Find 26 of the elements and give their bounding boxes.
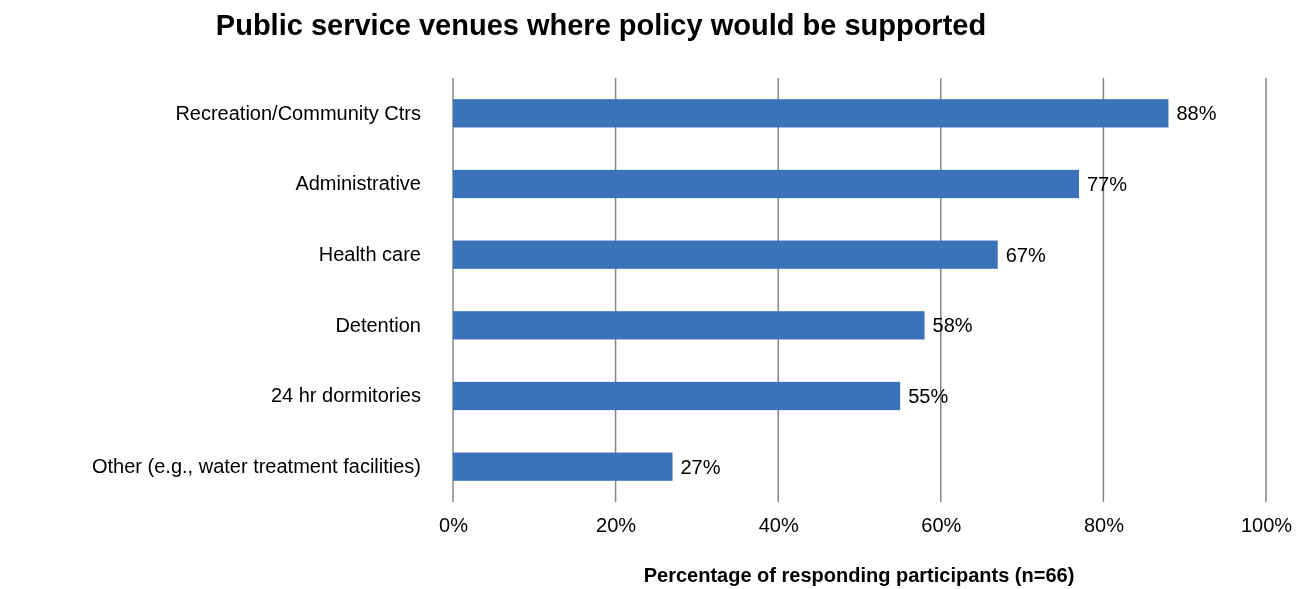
chart-title: Public service venues where policy would be supported xyxy=(215,9,987,41)
x-tick-label: 0% xyxy=(439,514,469,537)
data-label: 58% xyxy=(932,314,973,337)
bar xyxy=(453,99,1169,128)
x-tick-label: 100% xyxy=(1240,514,1293,537)
x-tick-label: 40% xyxy=(758,514,799,537)
data-label: 88% xyxy=(1176,102,1217,125)
bar xyxy=(453,240,998,269)
y-tick-label: Health care xyxy=(318,243,421,266)
bar xyxy=(453,381,901,411)
bar xyxy=(453,311,925,340)
y-tick-label: 24 hr dormitories xyxy=(270,384,421,407)
y-tick-label: Recreation/Community Ctrs xyxy=(175,101,421,124)
x-tick-label: 20% xyxy=(596,514,637,537)
x-tick-label: 60% xyxy=(921,514,962,537)
data-label: 55% xyxy=(908,385,949,407)
x-axis-title: Percentage of responding participants (n=66) xyxy=(643,564,1075,586)
data-label: 67% xyxy=(1005,243,1046,266)
bar xyxy=(453,452,673,481)
y-tick-label: Detention xyxy=(335,313,421,336)
x-tick-label: 80% xyxy=(1083,514,1125,537)
bar xyxy=(453,169,1080,199)
data-label: 27% xyxy=(680,455,721,478)
data-label: 77% xyxy=(1087,173,1128,195)
y-tick-label: Other (e.g., water treatment facilities) xyxy=(91,455,421,478)
y-tick-label: Administrative xyxy=(295,172,421,195)
